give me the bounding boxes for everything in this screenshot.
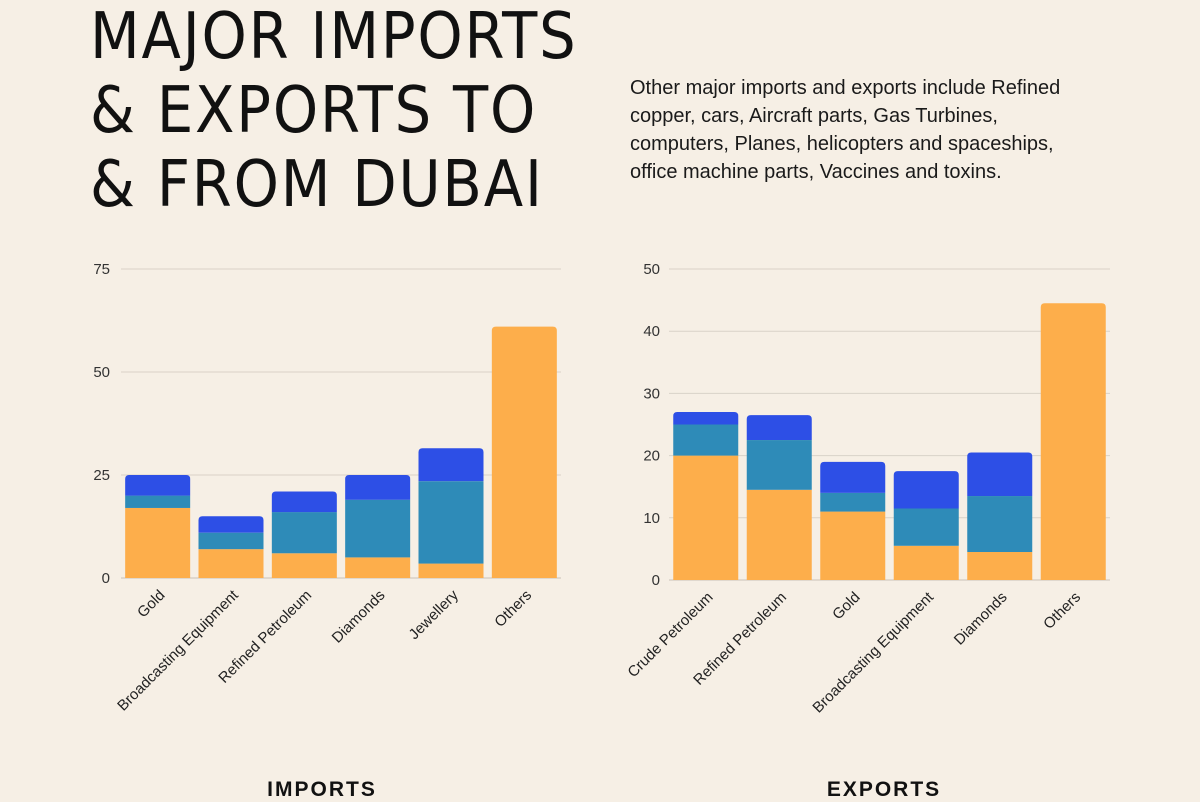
exports-label: EXPORTS [826,778,942,801]
imports-bar-segment [198,516,264,533]
imports-bar-segment [418,563,484,578]
imports-bar-segment [491,326,557,578]
exports-bar-segment [673,424,739,456]
exports-bar-segment [673,412,739,425]
exports-bar-segment [967,452,1033,497]
exports-y-tick-label: 40 [643,323,660,340]
imports-bar-segment [125,507,191,578]
imports-bar-segment [418,448,484,482]
imports-bar-segment [198,532,264,550]
exports-bar-segment [893,545,959,580]
imports-bar-segment [271,553,337,578]
exports-y-tick-label: 0 [652,572,660,589]
title-line-3: & from Dubai [90,148,544,222]
imports-label: IMPORTS [267,778,377,801]
exports-y-tick-label: 20 [643,448,660,465]
exports-bar-segment [967,496,1033,553]
imports-bar-segment [345,475,411,500]
imports-y-tick-label: 50 [93,364,110,381]
exports-y-tick-label: 30 [643,385,660,402]
exports-bar-segment [673,455,739,580]
exports-bar-segment [820,461,886,493]
imports-y-tick-label: 0 [102,570,110,587]
exports-category-label: Others [1040,589,1084,633]
title-line-1: Major imports [90,0,578,74]
exports-bar-segment [746,415,812,441]
imports-bar-segment [345,499,411,558]
exports-bar-segment [893,471,959,509]
title-line-2: & exports to [90,74,538,148]
imports-bar-segment [271,491,337,513]
imports-y-tick-label: 25 [93,467,110,484]
description-text: Other major imports and exports include … [630,77,1061,183]
imports-y-tick-label: 75 [93,261,110,278]
exports-y-tick-label: 50 [643,261,660,278]
imports-bar-segment [125,475,191,496]
exports-bar-segment [820,511,886,580]
exports-bar-segment [746,489,812,580]
exports-category-label: Gold [829,589,863,623]
imports-bar-segment [418,481,484,564]
exports-bar-segment [820,492,886,512]
imports-bar-segment [345,557,411,578]
exports-category-label: Diamonds [951,589,1011,649]
exports-bar-segment [746,440,812,490]
imports-bar-segment [198,549,264,578]
imports-bar-segment [271,512,337,554]
exports-bar-segment [893,508,959,546]
exports-y-tick-label: 10 [643,510,660,527]
imports-bar-segment [125,495,191,508]
exports-category-label: Broadcasting Equipment [809,588,937,716]
page-title: Major imports & exports to & from Dubai [90,0,576,222]
exports-bar-segment [1040,303,1106,580]
exports-bar-segment [967,552,1033,580]
